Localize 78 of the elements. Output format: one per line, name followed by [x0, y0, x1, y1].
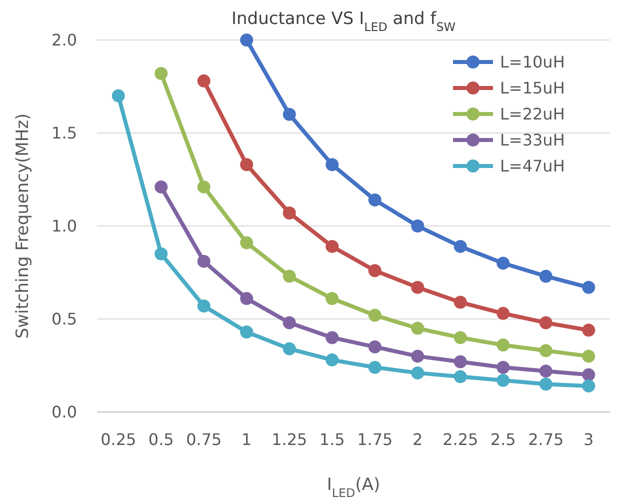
- y-tick-label: 0.0: [52, 402, 77, 422]
- x-tick-label: 2: [412, 430, 423, 449]
- y-axis-title: Switching Frequency(MHz): [13, 113, 33, 339]
- point: [582, 368, 596, 382]
- point: [197, 254, 210, 268]
- point: [496, 306, 510, 320]
- point: [411, 322, 424, 335]
- point: [496, 338, 510, 352]
- point: [582, 324, 596, 337]
- point: [411, 220, 424, 232]
- point: [197, 299, 210, 312]
- point: [154, 180, 168, 194]
- point: [539, 344, 552, 358]
- point: [282, 270, 296, 283]
- point: [197, 180, 210, 194]
- x-tick-label: 2.5: [490, 430, 516, 449]
- point: [582, 350, 596, 363]
- point: [240, 158, 254, 172]
- point: [454, 296, 467, 309]
- point: [454, 240, 467, 253]
- point: [326, 240, 339, 253]
- point: [326, 353, 339, 366]
- point: [582, 379, 596, 392]
- y-tick-label: 2.0: [52, 30, 77, 50]
- point: [368, 193, 382, 206]
- x-tick-label: 1.25: [272, 430, 308, 449]
- point: [454, 355, 467, 368]
- point: [496, 256, 510, 270]
- point: [282, 206, 296, 220]
- point: [154, 247, 168, 260]
- point: [240, 34, 254, 46]
- point: [112, 89, 125, 102]
- point: [154, 66, 168, 80]
- y-tick-label: 1.5: [52, 124, 77, 143]
- point: [496, 374, 510, 387]
- point: [454, 370, 467, 384]
- x-tick-label: 3: [584, 430, 594, 449]
- point: [240, 236, 254, 250]
- point: [539, 316, 552, 330]
- legend-label: L=22uH: [500, 104, 565, 124]
- chart-title: Inductance VS I$_{LED}$ and f$_{SW}$: [232, 9, 456, 34]
- point: [240, 326, 254, 339]
- point: [197, 74, 210, 88]
- point: [282, 342, 296, 356]
- legend-label: L=33uH: [500, 130, 565, 150]
- point: [368, 360, 382, 374]
- legend-label: L=15uH: [500, 78, 565, 98]
- x-axis-title: I$_{LED}$(A): [326, 475, 380, 500]
- point: [454, 331, 467, 344]
- point: [411, 350, 424, 363]
- point: [539, 270, 552, 283]
- point: [539, 364, 552, 378]
- x-tick-label: 0.5: [148, 430, 174, 449]
- point: [496, 360, 510, 374]
- point: [282, 316, 296, 330]
- point: [368, 308, 382, 322]
- y-tick-label: 0.5: [52, 310, 77, 329]
- point: [240, 292, 254, 306]
- legend-label: L=47uH: [500, 156, 565, 176]
- legend-label: L=10uH: [500, 52, 565, 72]
- x-tick-label: 1: [242, 430, 252, 449]
- y-tick-label: 1.0: [52, 216, 77, 236]
- point: [368, 264, 382, 278]
- x-tick-label: 2.75: [528, 430, 564, 449]
- point: [582, 280, 596, 294]
- point: [539, 378, 552, 391]
- point: [326, 292, 339, 306]
- point: [368, 340, 382, 354]
- x-tick-label: 0.75: [186, 430, 222, 449]
- point: [326, 158, 339, 172]
- x-tick-label: 1.75: [357, 430, 393, 449]
- x-tick-label: 2.25: [442, 430, 478, 449]
- x-tick-label: 0.25: [100, 430, 136, 449]
- point: [282, 108, 296, 121]
- point: [326, 331, 339, 344]
- x-tick-label: 1.5: [319, 430, 345, 449]
- point: [411, 366, 424, 380]
- point: [411, 280, 424, 294]
